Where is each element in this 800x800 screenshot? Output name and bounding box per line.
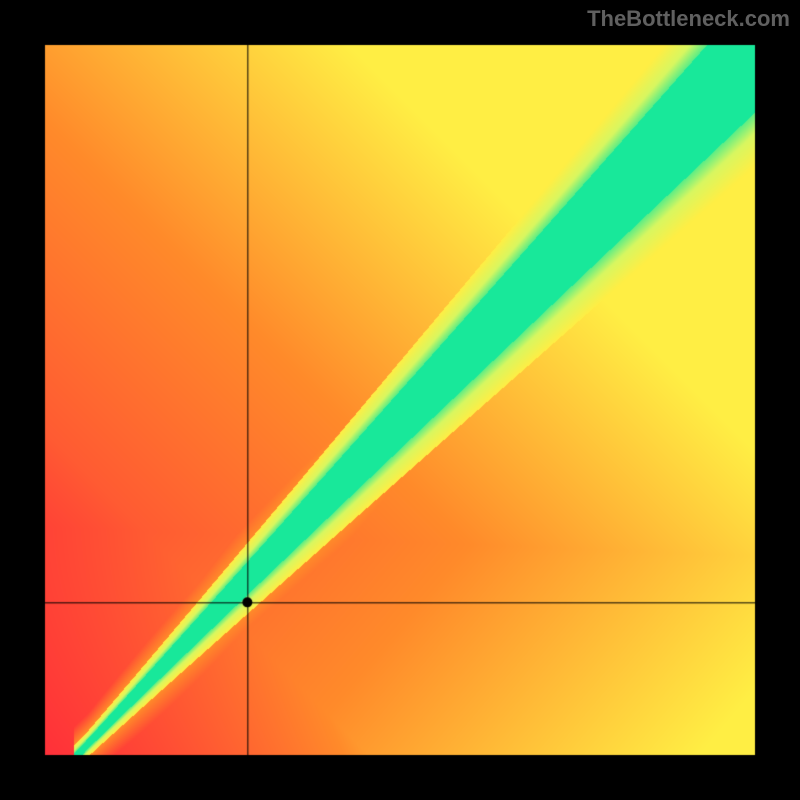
- chart-container: TheBottleneck.com: [0, 0, 800, 800]
- watermark-text: TheBottleneck.com: [587, 6, 790, 32]
- heatmap-canvas: [0, 0, 800, 800]
